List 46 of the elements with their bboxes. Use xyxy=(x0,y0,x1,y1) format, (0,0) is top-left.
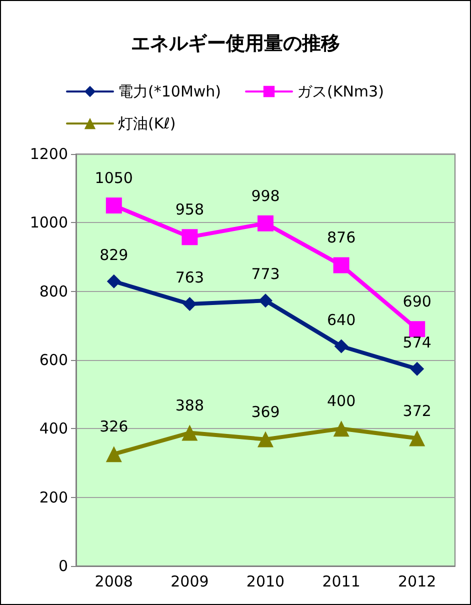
y-tick-label: 0 xyxy=(58,557,68,575)
point xyxy=(409,321,426,338)
y-tick-label: 600 xyxy=(39,351,68,369)
y-tick-label: 1000 xyxy=(30,214,68,232)
x-tick-label: 2008 xyxy=(94,572,133,590)
data-label: 763 xyxy=(175,268,204,287)
data-label: 998 xyxy=(251,186,280,205)
point xyxy=(334,339,348,354)
y-tick-label: 800 xyxy=(39,282,68,300)
data-label: 400 xyxy=(326,392,356,410)
point xyxy=(258,431,274,448)
legend-label: ガス(KNm3) xyxy=(297,82,384,100)
point xyxy=(182,229,198,246)
point xyxy=(410,362,424,376)
point xyxy=(258,294,272,308)
y-tick-label: 400 xyxy=(39,420,68,438)
point xyxy=(333,420,350,437)
x-tick-label: 2011 xyxy=(322,572,360,590)
point xyxy=(182,297,197,312)
legend-label: 灯油(Kℓ) xyxy=(118,114,176,132)
data-label: 326 xyxy=(100,418,128,436)
chart-title: エネルギー使用量の推移 xyxy=(131,32,340,54)
data-label: 829 xyxy=(100,246,128,264)
x-tick-label: 2009 xyxy=(170,572,209,590)
data-label: 369 xyxy=(251,402,280,421)
x-tick-label: 2012 xyxy=(398,572,436,590)
point xyxy=(106,274,121,288)
data-label: 876 xyxy=(326,228,356,247)
data-label: 773 xyxy=(251,265,280,284)
point xyxy=(409,430,426,446)
point xyxy=(182,424,198,441)
y-tick-label: 1200 xyxy=(30,145,68,163)
point xyxy=(258,215,274,232)
point xyxy=(333,257,350,274)
data-label: 690 xyxy=(402,292,432,311)
data-label: 958 xyxy=(175,200,204,219)
data-label: 640 xyxy=(326,310,356,329)
data-label: 388 xyxy=(175,396,204,414)
data-label: 574 xyxy=(402,333,432,352)
x-tick-label: 2010 xyxy=(246,572,285,590)
point xyxy=(106,198,122,214)
point xyxy=(106,446,122,462)
data-label: 372 xyxy=(402,402,432,420)
legend-label: 電力(*10Mwh) xyxy=(118,82,222,100)
y-tick-label: 200 xyxy=(39,488,68,506)
data-label: 1050 xyxy=(94,169,133,187)
